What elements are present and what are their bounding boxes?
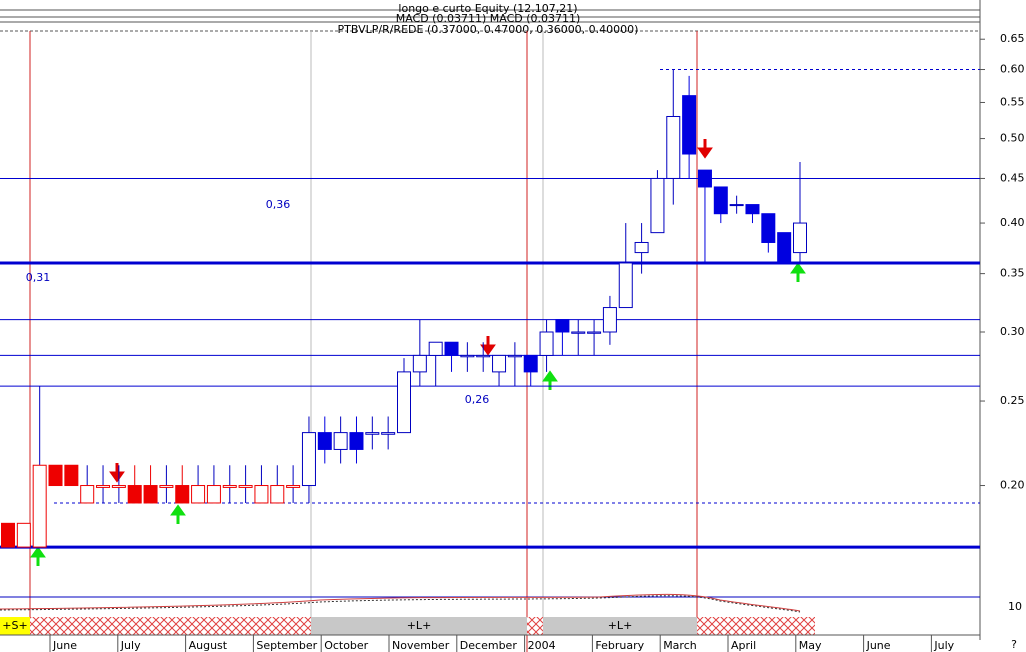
candle-body (206, 485, 221, 504)
candle-body (571, 331, 586, 334)
candle-body (745, 204, 760, 215)
candle-body (397, 371, 411, 434)
candle-body (222, 485, 237, 488)
legend-line: MACD (0.03711) MACD (0.03711) (396, 12, 581, 25)
candle-body (254, 485, 269, 504)
axis-note: ? (1011, 638, 1017, 651)
y-tick-label: 0.45 (1000, 171, 1025, 184)
candle-body (634, 241, 649, 254)
candle-body (333, 432, 348, 450)
x-tick-label: June (52, 639, 77, 652)
candle-body (428, 341, 443, 356)
candle-body (523, 354, 538, 373)
candle-body (444, 341, 459, 356)
candle-body (412, 354, 427, 373)
candle-body (476, 354, 491, 358)
candle-body (492, 354, 507, 373)
y-tick-label: 0.60 (1000, 63, 1025, 76)
x-tick-label: December (460, 639, 518, 652)
candle-body (793, 222, 807, 254)
candle-body (127, 485, 142, 504)
lower-panel (0, 593, 980, 613)
candle-body (64, 464, 79, 487)
legend-line: longo e curto Equity (12.107,21) (398, 2, 577, 15)
candle-body (697, 169, 712, 188)
x-tick-label: April (731, 639, 756, 652)
legend-line: PTBVLP/R/REDE (0.37000, 0.47000, 0.36000… (338, 23, 639, 36)
x-tick-label: November (392, 639, 450, 652)
candle-body (713, 186, 728, 215)
x-tick-label: July (933, 639, 954, 652)
candle-body (1, 522, 15, 548)
x-tick-label: September (256, 639, 317, 652)
candle-body (96, 485, 111, 488)
candle-body (270, 485, 285, 504)
candle-body (349, 432, 364, 450)
candle-body (381, 432, 396, 435)
x-tick-label: June (866, 639, 891, 652)
candle-body (539, 331, 554, 356)
axis-note: 10 (1008, 600, 1022, 613)
candle-body (666, 115, 681, 179)
candle-body (16, 522, 31, 548)
y-tick-label: 0.35 (1000, 267, 1025, 280)
candle-body (555, 319, 570, 333)
level-label: 0,36 (266, 198, 291, 211)
candle-body (301, 432, 316, 487)
x-tick-label: March (663, 639, 697, 652)
candle-body (111, 485, 126, 488)
candle-body (777, 232, 792, 264)
x-tick-label: July (120, 639, 141, 652)
candle-body (238, 485, 253, 488)
candle-body (761, 213, 776, 243)
candle-body (143, 485, 158, 504)
y-tick-label: 0.55 (1000, 95, 1025, 108)
y-tick-label: 0.40 (1000, 216, 1025, 229)
level-label: 0,31 (26, 271, 51, 284)
candle-body (729, 204, 744, 207)
signal-arrows (30, 139, 806, 566)
y-tick-label: 0.20 (1000, 479, 1025, 492)
candle-body (650, 177, 665, 234)
candle-body (80, 485, 95, 504)
candle-body (286, 485, 301, 488)
candle-body (48, 464, 63, 487)
candle-body (175, 485, 190, 504)
y-tick-label: 0.65 (1000, 32, 1025, 45)
candle-body (460, 354, 475, 358)
candle-body (317, 432, 332, 450)
candle-body (587, 331, 602, 334)
candle-body (618, 262, 633, 309)
x-tick-label: May (799, 639, 822, 652)
signal-band (0, 617, 980, 636)
x-tick-label: August (189, 639, 228, 652)
y-tick-label: 0.25 (1000, 394, 1025, 407)
y-tick-label: 0.50 (1000, 132, 1025, 145)
candle-body (602, 307, 617, 333)
band-label: +L+ (407, 619, 432, 632)
candle-body (32, 464, 47, 548)
x-tick-label: October (324, 639, 368, 652)
candle-body (191, 485, 206, 504)
y-tick-label: 0.30 (1000, 325, 1025, 338)
level-label: 0,26 (465, 393, 490, 406)
x-tick-label: February (595, 639, 644, 652)
candle-body (507, 354, 522, 358)
candle-body (682, 95, 697, 155)
candle-body (159, 485, 174, 488)
band-label: +L+ (608, 619, 633, 632)
candle-body (365, 432, 380, 435)
band-label: +S+ (2, 619, 27, 632)
x-tick-label: 2004 (528, 639, 556, 652)
